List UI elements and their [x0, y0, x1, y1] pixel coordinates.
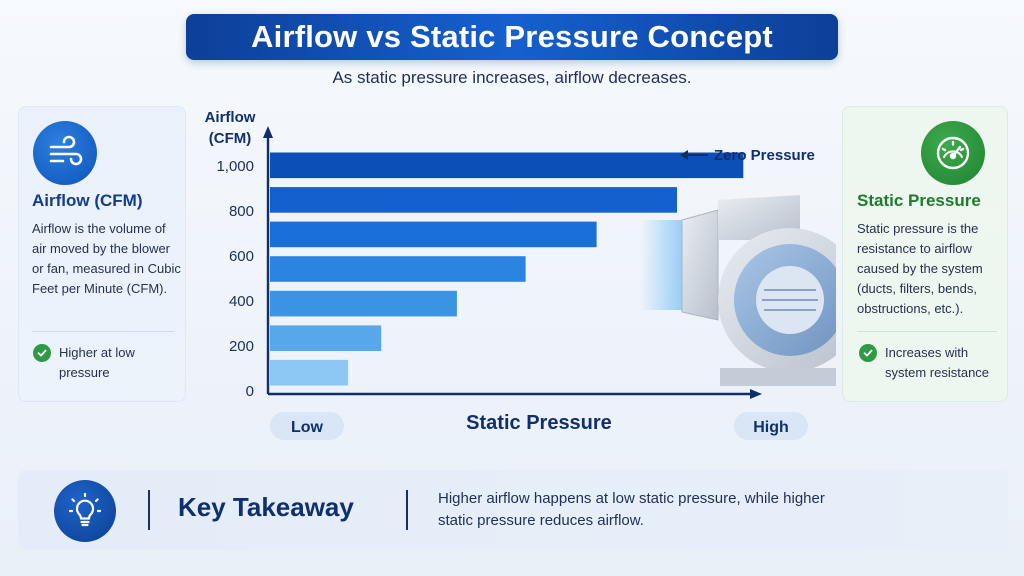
- subtitle: As static pressure increases, airflow de…: [332, 68, 692, 87]
- static-pressure-card-description: Static pressure is the resistance to air…: [857, 221, 983, 316]
- key-takeaway-panel: Key Takeaway Higher airflow happens at l…: [18, 470, 1008, 550]
- takeaway-text: Higher airflow happens at low static pre…: [438, 490, 825, 529]
- divider: [857, 331, 997, 332]
- check-icon: [33, 344, 51, 362]
- bar: [270, 152, 744, 179]
- bar: [270, 359, 349, 386]
- divider: [148, 490, 150, 530]
- bar: [270, 290, 457, 317]
- y-tick-label: 200: [229, 338, 254, 355]
- airflow-card-note-text: Higher at low pressure: [59, 345, 135, 380]
- static-pressure-card-note-text: Increases with system resistance: [885, 345, 990, 380]
- bar: [270, 325, 382, 351]
- bar: [270, 187, 677, 213]
- takeaway-title: Key Takeaway: [178, 492, 354, 522]
- y-tick-label: 400: [229, 293, 254, 310]
- airflow-card-note: Higher at low pressure: [33, 343, 183, 383]
- y-axis-label-line-2: (CFM): [209, 130, 251, 147]
- gauge-icon: [921, 121, 985, 185]
- zero-pressure-annotation: Zero Pressure: [714, 147, 815, 164]
- wind-icon: [33, 121, 97, 185]
- airflow-card-title: Airflow (CFM): [32, 191, 143, 210]
- check-icon: [859, 344, 877, 362]
- y-tick-label: 600: [229, 248, 254, 265]
- y-tick-label: 800: [229, 203, 254, 220]
- y-tick-label: 1,000: [216, 158, 254, 175]
- x-axis-label: Static Pressure: [466, 412, 612, 434]
- x-axis-arrow: [750, 389, 762, 399]
- low-pill: [270, 412, 344, 440]
- low-label: Low: [291, 419, 324, 436]
- high-label: High: [753, 419, 789, 436]
- annotation-arrowhead: [680, 150, 688, 160]
- y-axis-label-line-1: Airflow: [205, 109, 256, 126]
- airflow-card: Airflow (CFM) Airflow is the volume of a…: [18, 106, 186, 402]
- blower-illustration: [640, 195, 836, 386]
- divider: [406, 490, 408, 530]
- y-axis-arrow: [263, 126, 273, 138]
- static-pressure-card-note: Increases with system resistance: [859, 343, 1005, 383]
- static-pressure-card-title: Static Pressure: [857, 191, 981, 210]
- page-title: Airflow vs Static Pressure Concept: [251, 19, 773, 54]
- divider: [32, 331, 174, 332]
- static-pressure-card: Static Pressure Static pressure is the r…: [842, 106, 1008, 402]
- bar: [270, 256, 526, 282]
- lightbulb-icon: [54, 480, 116, 542]
- airflow-card-description: Airflow is the volume of air moved by th…: [32, 221, 181, 296]
- bar: [270, 221, 597, 248]
- airflow-bar-chart: 1,000 800 600 400 200 0 Airflow (CFM) Static …: [205, 109, 815, 440]
- high-pill: [734, 412, 808, 440]
- title-banner: Airflow vs Static Pressure Concept: [186, 14, 838, 60]
- y-tick-label: 0: [246, 383, 254, 400]
